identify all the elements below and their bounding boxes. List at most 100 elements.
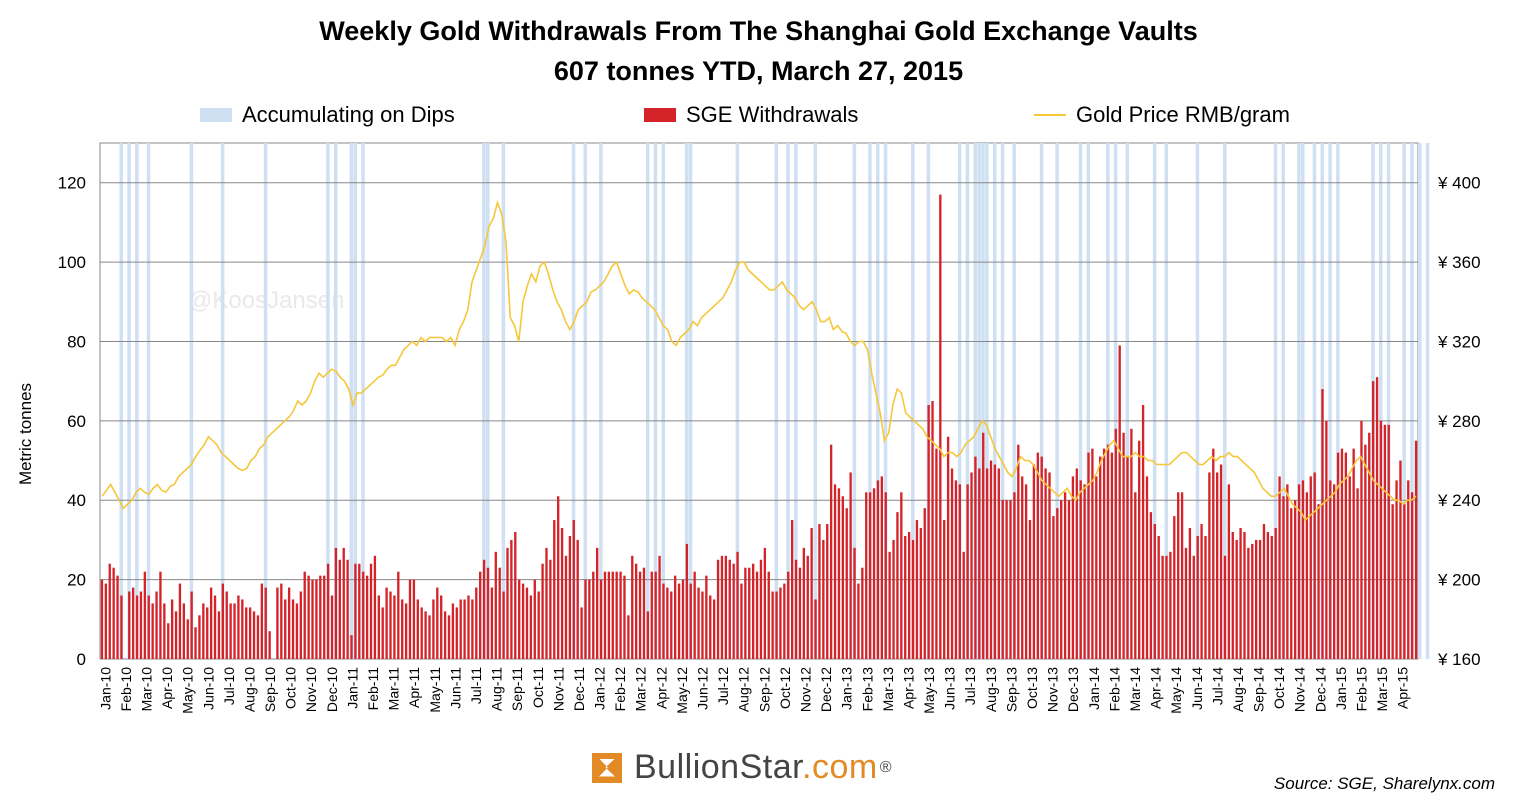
dip-band-63	[1379, 143, 1383, 659]
bar-270	[1153, 524, 1156, 659]
bar-215	[939, 194, 942, 659]
x-tick-May-14: May-14	[1168, 667, 1184, 714]
bar-265	[1134, 492, 1137, 659]
legend-item-gold-price: Gold Price RMB/gram	[1034, 100, 1290, 130]
bar-125	[588, 579, 591, 659]
x-tick-Jan-13: Jan-13	[839, 667, 855, 710]
dip-band-7	[326, 143, 330, 659]
bar-262	[1122, 432, 1125, 659]
legend-band-swatch	[200, 108, 232, 122]
y2-tick-5: ¥ 360	[1437, 253, 1481, 272]
bar-323	[1360, 420, 1363, 659]
dip-band-20	[661, 143, 666, 659]
bar-313	[1321, 389, 1324, 659]
bar-291	[1235, 539, 1238, 659]
bar-30	[217, 611, 221, 659]
dip-band-52	[1195, 143, 1200, 659]
bar-110	[529, 595, 533, 659]
dip-band-24	[774, 143, 779, 659]
bar-218	[950, 468, 954, 659]
bar-29	[213, 595, 217, 659]
bar-202	[888, 551, 891, 659]
bar-157	[712, 599, 716, 659]
x-tick-Aug-11: Aug-11	[489, 667, 505, 711]
bar-111	[533, 579, 536, 659]
bar-154	[701, 591, 704, 659]
dip-band-8	[333, 143, 338, 659]
x-tick-Nov-10: Nov-10	[303, 667, 319, 712]
dip-band-53	[1223, 143, 1227, 659]
bar-141	[650, 571, 653, 659]
bar-191	[845, 508, 848, 659]
dip-band-17	[599, 143, 603, 659]
bar-163	[736, 551, 739, 659]
bar-52	[303, 571, 306, 659]
dip-band-0	[119, 143, 124, 659]
bar-230	[997, 468, 1000, 659]
bar-292	[1239, 528, 1242, 659]
dip-band-45	[1078, 143, 1083, 659]
bar-172	[771, 591, 774, 659]
bar-87	[440, 595, 443, 659]
bar-298	[1262, 524, 1266, 659]
bar-84	[428, 615, 431, 659]
bar-168	[755, 571, 759, 659]
x-tick-Jun-13: Jun-13	[942, 667, 958, 710]
gold-price-line	[101, 199, 1417, 522]
x-tick-May-13: May-13	[921, 667, 937, 714]
bar-53	[307, 575, 310, 659]
bar-5	[120, 595, 123, 659]
bar-326	[1371, 381, 1375, 659]
x-tick-Aug-12: Aug-12	[736, 667, 752, 712]
bar-335	[1407, 480, 1410, 659]
bar-117	[557, 496, 560, 659]
bar-184	[818, 524, 821, 659]
bar-316	[1332, 484, 1336, 659]
x-tick-Nov-12: Nov-12	[797, 667, 813, 712]
bar-328	[1379, 420, 1383, 659]
x-tick-Mar-10: Mar-10	[138, 667, 154, 712]
bar-261	[1118, 345, 1121, 659]
bar-197	[868, 492, 872, 659]
bar-255	[1095, 476, 1098, 659]
bar-31	[221, 583, 225, 659]
bar-32	[225, 591, 228, 659]
dip-band-58	[1312, 143, 1317, 659]
y-tick-100: 100	[58, 253, 86, 272]
x-tick-Mar-13: Mar-13	[880, 667, 896, 712]
bar-246	[1060, 500, 1063, 659]
bar-207	[907, 531, 911, 659]
bar-203	[892, 539, 895, 659]
x-tick-Mar-11: Mar-11	[386, 667, 402, 711]
bar-333	[1399, 460, 1402, 659]
bar-145	[666, 587, 669, 659]
bar-24	[194, 627, 197, 659]
dip-band-57	[1301, 143, 1305, 659]
dip-band-44	[1055, 143, 1059, 659]
bar-75	[393, 595, 396, 659]
bar-146	[670, 591, 673, 659]
bar-47	[284, 599, 287, 659]
bar-116	[553, 520, 556, 659]
bullionstar-star-icon	[592, 752, 622, 783]
bar-200	[880, 476, 884, 659]
dip-band-61	[1336, 143, 1340, 659]
dip-band-11	[361, 143, 365, 659]
bar-266	[1138, 440, 1141, 659]
bar-83	[424, 611, 427, 659]
bar-310	[1309, 476, 1312, 659]
bar-245	[1056, 508, 1059, 659]
bar-78	[404, 603, 408, 659]
bar-142	[654, 571, 657, 659]
x-tick-Aug-14: Aug-14	[1230, 667, 1246, 712]
bar-253	[1087, 452, 1090, 659]
bar-247	[1063, 492, 1067, 659]
bar-76	[397, 571, 400, 659]
dip-band-35	[965, 143, 970, 659]
bar-34	[233, 603, 236, 659]
dip-band-66	[1410, 143, 1414, 659]
bar-147	[673, 575, 677, 659]
bar-228	[989, 460, 993, 659]
bar-33	[229, 603, 232, 659]
bar-134	[623, 575, 626, 659]
